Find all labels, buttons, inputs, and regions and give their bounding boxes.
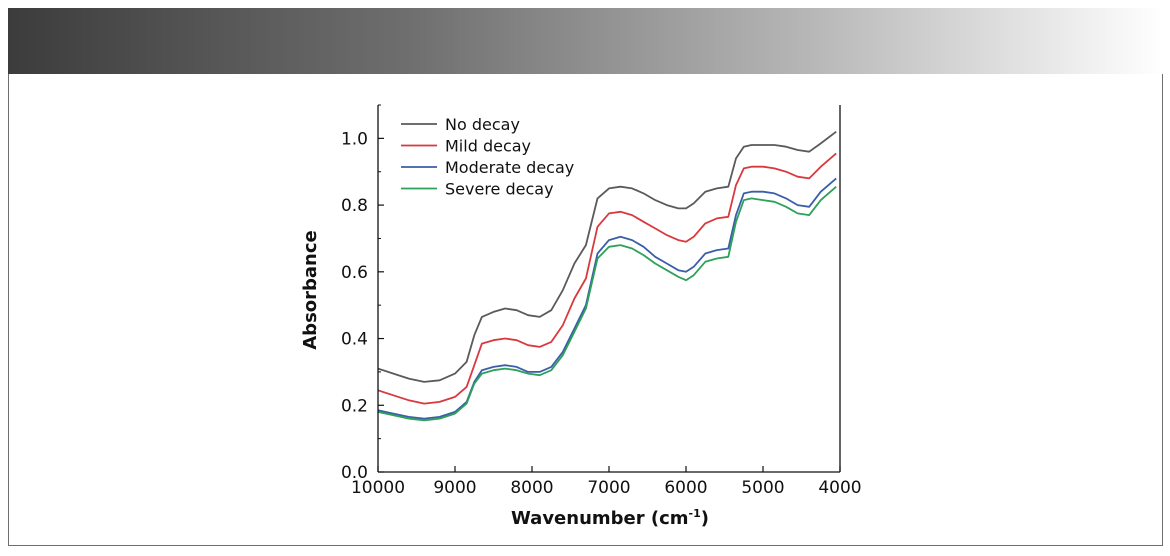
series-line-1 — [377, 130, 837, 383]
plot-lines — [377, 130, 837, 422]
y-tick-label: 0.0 — [341, 463, 368, 483]
y-tick-label: 0.6 — [341, 263, 368, 283]
x-axis-title-sup: -1 — [689, 507, 701, 520]
legend: No decay Mild decay Moderate decay Severe d… — [401, 115, 574, 199]
header-banner — [8, 8, 1163, 74]
y-axis-title: Absorbance — [300, 230, 321, 350]
x-axis-title: Wavenumber (cm-1) — [511, 507, 709, 529]
y-tick-label: 1.0 — [341, 129, 368, 149]
x-axis-title-text: Wavenumber (cm — [511, 508, 689, 529]
x-tick-label: 4000 — [818, 478, 861, 498]
x-tick-label: 10000 — [351, 478, 405, 498]
y-tick-label: 0.8 — [341, 196, 368, 216]
x-tick-label: 6000 — [664, 478, 707, 498]
x-tick-label: 5000 — [741, 478, 784, 498]
legend-label: Moderate decay — [445, 158, 574, 177]
x-axis-title-close: ) — [701, 508, 709, 529]
x-tick-label: 8000 — [510, 478, 553, 498]
series-line-2 — [377, 152, 837, 405]
x-tick-label: 7000 — [587, 478, 630, 498]
y-tick-label: 0.4 — [341, 330, 368, 350]
legend-label: Mild decay — [445, 137, 531, 156]
legend-label: Severe decay — [445, 180, 554, 199]
y-tick-label: 0.2 — [341, 396, 368, 416]
legend-label: No decay — [445, 115, 520, 134]
x-tick-label: 9000 — [433, 478, 476, 498]
axes: 0.0 0.2 0.4 0.6 0.8 1.0 10000 9000 8000 7000 6000 5… — [341, 104, 862, 498]
series-line-4 — [377, 186, 837, 422]
